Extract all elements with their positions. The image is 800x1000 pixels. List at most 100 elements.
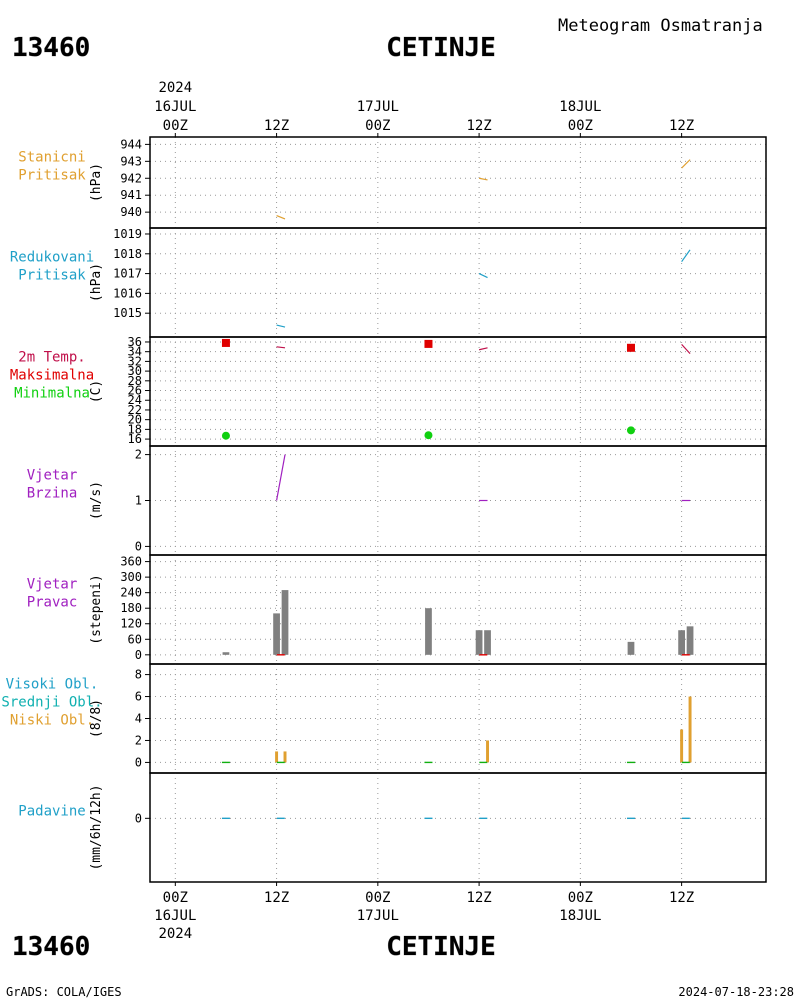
y-tick-label: 4 bbox=[135, 712, 142, 726]
panel-label: Visoki Obl. bbox=[6, 677, 99, 693]
panel-border bbox=[149, 554, 767, 665]
panel-label: Vjetar bbox=[27, 577, 78, 593]
y-tick-label: 120 bbox=[120, 617, 142, 631]
y-tick-label: 940 bbox=[120, 205, 142, 219]
panel-label: Srednji Obl. bbox=[1, 695, 102, 711]
panel-border bbox=[149, 445, 767, 556]
panel-unit: (stepeni) bbox=[89, 574, 104, 644]
panel-wind_speed: 0 1 2 Vjetar Brzina (m/s) bbox=[27, 445, 767, 556]
footer-station-name: CETINJE bbox=[386, 932, 496, 962]
y-tick-label: 22 bbox=[128, 403, 142, 417]
series-line bbox=[681, 343, 691, 355]
panel-unit: (8/8) bbox=[89, 699, 104, 738]
panel-label: Pritisak bbox=[18, 268, 86, 284]
bar bbox=[680, 729, 684, 763]
panel-label: Minimalna bbox=[14, 386, 90, 402]
panel-unit: (mm/6h/12h) bbox=[89, 784, 104, 870]
min-temp-marker bbox=[626, 426, 635, 435]
y-tick-label: 2 bbox=[135, 448, 142, 462]
panel-unit: (hPa) bbox=[89, 163, 104, 202]
x-date-label-top: 18JUL bbox=[559, 99, 601, 115]
y-tick-label: 0 bbox=[135, 811, 142, 825]
panel-label: Niski Obl. bbox=[10, 713, 94, 729]
y-tick-label: 24 bbox=[128, 393, 142, 407]
panel-label: 2m Temp. bbox=[18, 350, 85, 366]
panel-clouds: 0 2 4 6 8 Visoki Obl. Srednji Obl. Niski Obl.(8… bbox=[1, 663, 767, 774]
panel-reduced_pressure: 1015 1016 1017 1018 1019 Redukovani Pritisak (h… bbox=[10, 227, 767, 338]
panel-unit: (hPa) bbox=[89, 263, 104, 302]
y-tick-label: 36 bbox=[128, 335, 142, 349]
x-date-label-top: 17JUL bbox=[357, 99, 399, 115]
bar bbox=[688, 696, 692, 763]
x-time-label-bottom: 00Z bbox=[365, 890, 390, 906]
x-time-label-top: 12Z bbox=[466, 118, 491, 134]
bar bbox=[273, 613, 280, 655]
panel-label: Pravac bbox=[27, 595, 78, 611]
y-tick-label: 26 bbox=[128, 384, 142, 398]
y-tick-label: 944 bbox=[120, 137, 142, 151]
series-line bbox=[681, 249, 691, 263]
bar bbox=[686, 626, 694, 655]
x-time-label-bottom: 12Z bbox=[466, 890, 491, 906]
y-tick-label: 28 bbox=[128, 374, 142, 388]
y-tick-label: 941 bbox=[120, 188, 142, 202]
y-tick-label: 16 bbox=[128, 432, 142, 446]
y-tick-label: 0 bbox=[135, 539, 142, 553]
y-tick-label: 32 bbox=[128, 354, 142, 368]
panel-border bbox=[149, 772, 767, 883]
x-date-label-bottom: 16JUL bbox=[154, 908, 196, 924]
product-title: Meteogram Osmatranja bbox=[558, 16, 763, 36]
time-axis-layer: 00Z 16JUL 2024 12Z 00Z 17JUL 12Z 00Z 18JUL 12Z 00Z… bbox=[154, 80, 694, 942]
max-temp-marker bbox=[424, 339, 433, 348]
y-tick-label: 1 bbox=[135, 494, 142, 508]
y-tick-label: 360 bbox=[120, 555, 142, 569]
x-time-label-bottom: 12Z bbox=[669, 890, 694, 906]
y-tick-label: 20 bbox=[128, 413, 142, 427]
panel-unit: (C) bbox=[89, 380, 104, 403]
x-time-label-top: 00Z bbox=[568, 118, 593, 134]
y-tick-label: 942 bbox=[120, 171, 142, 185]
footer-credit: GrADS: COLA/IGES bbox=[6, 985, 122, 999]
x-time-label-top: 00Z bbox=[365, 118, 390, 134]
y-tick-label: 60 bbox=[128, 632, 142, 646]
bar bbox=[283, 751, 287, 763]
y-tick-label: 1016 bbox=[113, 286, 142, 300]
bar bbox=[627, 641, 635, 655]
y-tick-label: 8 bbox=[135, 668, 142, 682]
bar bbox=[275, 751, 279, 763]
y-tick-label: 1017 bbox=[113, 267, 142, 281]
y-tick-label: 1018 bbox=[113, 247, 142, 261]
x-year-label-top: 2024 bbox=[158, 80, 192, 96]
series-line bbox=[478, 177, 488, 181]
min-temp-marker bbox=[424, 431, 433, 440]
bar bbox=[486, 740, 490, 763]
x-time-label-bottom: 00Z bbox=[163, 890, 188, 906]
panel-border bbox=[149, 336, 767, 447]
bar bbox=[425, 608, 432, 655]
series-line bbox=[478, 273, 488, 279]
x-time-label-bottom: 12Z bbox=[264, 890, 289, 906]
series-line bbox=[681, 159, 691, 169]
y-tick-label: 240 bbox=[120, 586, 142, 600]
header-station-name: CETINJE bbox=[386, 33, 496, 63]
series-line bbox=[276, 324, 286, 328]
max-temp-marker bbox=[221, 338, 230, 347]
x-date-label-bottom: 18JUL bbox=[559, 908, 601, 924]
panel-label: Stanicni bbox=[18, 150, 85, 166]
panel-border bbox=[149, 136, 767, 229]
y-tick-label: 34 bbox=[128, 345, 142, 359]
y-tick-label: 300 bbox=[120, 570, 142, 584]
y-tick-label: 6 bbox=[135, 690, 142, 704]
series-line bbox=[275, 454, 286, 501]
x-date-label-top: 16JUL bbox=[154, 99, 196, 115]
bar bbox=[484, 630, 491, 655]
max-temp-marker bbox=[626, 343, 635, 352]
series-line bbox=[276, 346, 286, 349]
min-temp-marker bbox=[221, 431, 230, 440]
x-date-label-bottom: 17JUL bbox=[357, 908, 399, 924]
y-tick-label: 1019 bbox=[113, 227, 142, 241]
panel-border bbox=[149, 663, 767, 774]
bar bbox=[475, 630, 483, 655]
panel-label: Vjetar bbox=[27, 468, 78, 484]
